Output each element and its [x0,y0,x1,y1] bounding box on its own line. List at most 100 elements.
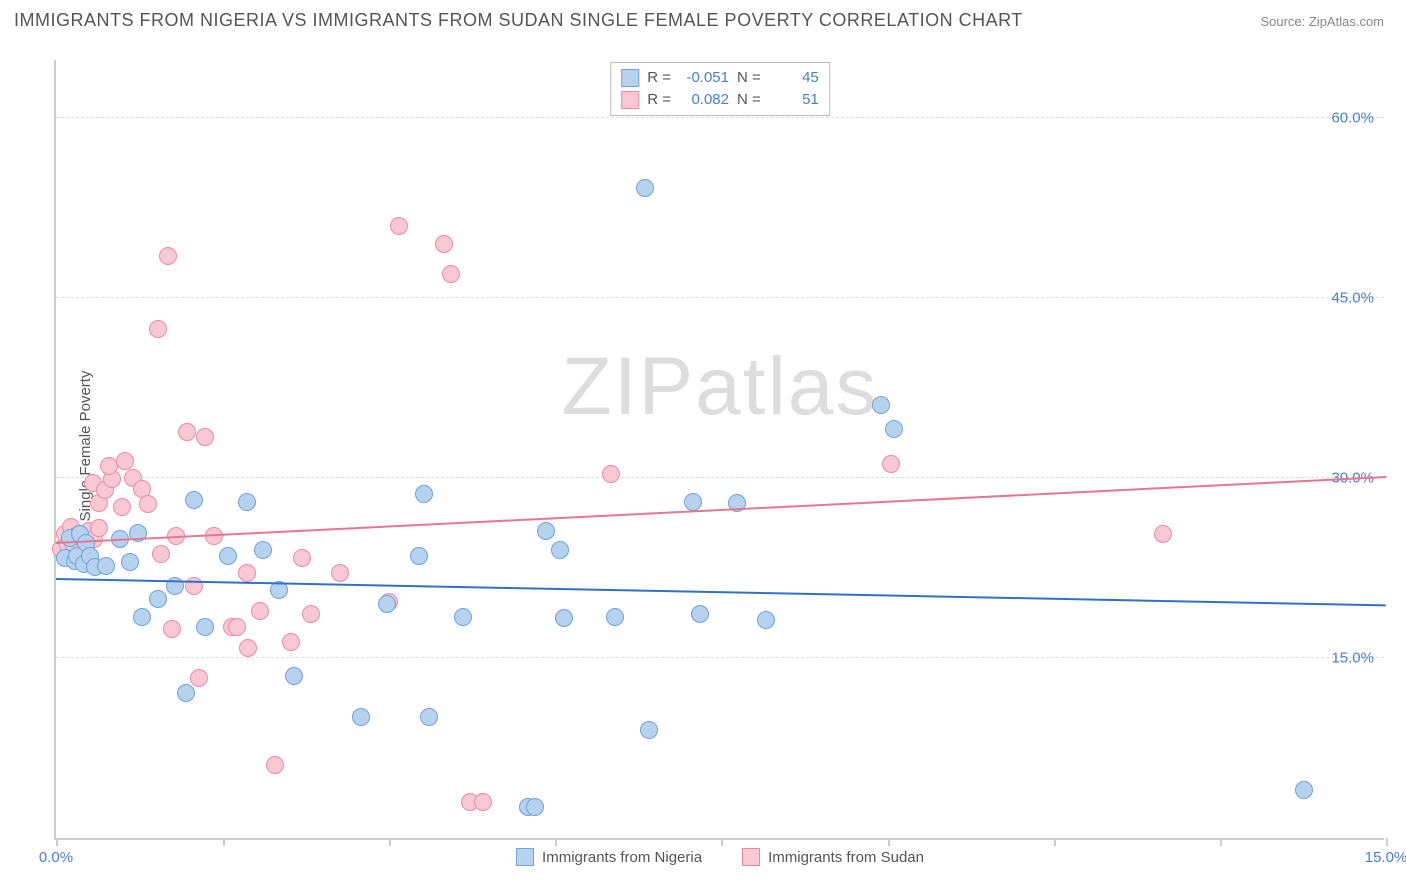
y-tick-label: 45.0% [1331,290,1374,307]
x-tick [56,838,58,846]
scatter-point [420,708,438,726]
r-label: R = [647,67,671,89]
scatter-point [116,452,134,470]
correlation-legend-box: R = -0.051 N = 45 R = 0.082 N = 51 [610,62,830,116]
scatter-point [410,547,428,565]
scatter-point [885,420,903,438]
scatter-point [302,605,320,623]
x-tick [1054,838,1056,846]
y-tick-label: 15.0% [1331,650,1374,667]
scatter-point [602,465,620,483]
n-value: 45 [769,67,819,89]
scatter-point [390,217,408,235]
x-tick-label: 15.0% [1365,849,1406,866]
series-legend: Immigrants from Nigeria Immigrants from … [516,848,924,866]
scatter-point [640,721,658,739]
legend-item: Immigrants from Sudan [742,848,924,866]
scatter-point [757,611,775,629]
scatter-point [177,684,195,702]
scatter-point [133,608,151,626]
legend-item-label: Immigrants from Sudan [768,849,924,866]
series-swatch-icon [742,848,760,866]
scatter-point [90,519,108,537]
x-tick [888,838,890,846]
scatter-point [415,485,433,503]
x-tick [1220,838,1222,846]
scatter-point [163,620,181,638]
scatter-point [352,708,370,726]
scatter-point [285,667,303,685]
scatter-point [293,549,311,567]
scatter-point [219,547,237,565]
chart-title: IMMIGRANTS FROM NIGERIA VS IMMIGRANTS FR… [14,10,1023,31]
scatter-point [872,396,890,414]
x-tick [721,838,723,846]
trend-line [56,476,1386,544]
gridline [56,117,1384,118]
y-tick-label: 60.0% [1331,110,1374,127]
scatter-point [1295,781,1313,799]
scatter-point [691,605,709,623]
scatter-point [121,553,139,571]
scatter-point [149,320,167,338]
scatter-point [228,618,246,636]
x-tick [389,838,391,846]
series-swatch-icon [621,91,639,109]
scatter-point [442,265,460,283]
x-tick [223,838,225,846]
scatter-point [254,541,272,559]
scatter-point [238,493,256,511]
scatter-point [113,498,131,516]
scatter-point [185,491,203,509]
legend-item-label: Immigrants from Nigeria [542,849,702,866]
x-tick [555,838,557,846]
scatter-point [555,609,573,627]
n-label: N = [737,89,761,111]
scatter-point [190,669,208,687]
scatter-point [474,793,492,811]
gridline [56,657,1384,658]
x-tick-label: 0.0% [39,849,73,866]
scatter-point [606,608,624,626]
scatter-point [238,564,256,582]
scatter-point [266,756,284,774]
scatter-point [684,493,702,511]
legend-item: Immigrants from Nigeria [516,848,702,866]
series-swatch-icon [516,848,534,866]
scatter-point [178,423,196,441]
scatter-point [282,633,300,651]
scatter-point [196,618,214,636]
r-value: -0.051 [679,67,729,89]
scatter-point [526,798,544,816]
scatter-point [251,602,269,620]
legend-row: R = -0.051 N = 45 [621,67,819,89]
scatter-point [454,608,472,626]
scatter-point [97,557,115,575]
series-swatch-icon [621,69,639,87]
x-tick [1386,838,1388,846]
scatter-point [159,247,177,265]
r-value: 0.082 [679,89,729,111]
scatter-point [378,595,396,613]
n-value: 51 [769,89,819,111]
scatter-point [149,590,167,608]
source-attribution: Source: ZipAtlas.com [1260,14,1384,29]
scatter-point [152,545,170,563]
scatter-point [139,495,157,513]
scatter-point [196,428,214,446]
gridline [56,297,1384,298]
n-label: N = [737,67,761,89]
legend-row: R = 0.082 N = 51 [621,89,819,111]
scatter-point [435,235,453,253]
scatter-point [882,455,900,473]
scatter-point [551,541,569,559]
gridline [56,477,1384,478]
scatter-point [537,522,555,540]
scatter-point [331,564,349,582]
scatter-point [1154,525,1172,543]
scatter-point [636,179,654,197]
watermark-text: ZIPatlas [562,340,879,434]
scatter-plot-area: ZIPatlas R = -0.051 N = 45 R = 0.082 N =… [54,60,1384,840]
scatter-point [239,639,257,657]
r-label: R = [647,89,671,111]
